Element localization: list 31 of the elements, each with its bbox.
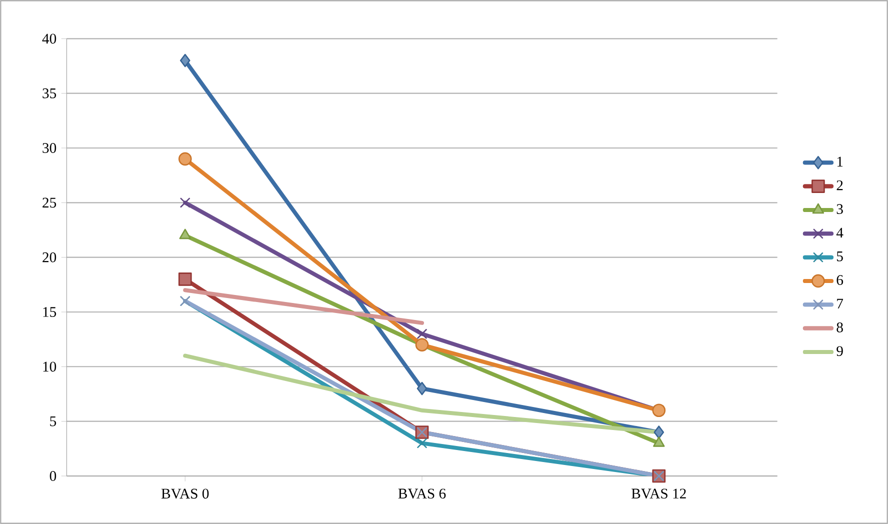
y-tick-label: 20 bbox=[42, 252, 56, 262]
y-tick-label: 10 bbox=[43, 362, 56, 372]
y-tick-label: 35 bbox=[42, 88, 56, 98]
point bbox=[180, 54, 190, 68]
x-tick-label: BVAS 6 bbox=[398, 488, 446, 499]
legend-label: 8 bbox=[836, 322, 843, 332]
legend-label: 4 bbox=[836, 228, 844, 238]
point bbox=[653, 436, 665, 447]
point bbox=[654, 426, 664, 439]
point bbox=[416, 382, 428, 396]
y-tick-label: 0 bbox=[50, 471, 56, 481]
y-tick-label: 25 bbox=[42, 198, 56, 208]
legend-label: 9 bbox=[836, 346, 843, 356]
point bbox=[179, 228, 191, 240]
point bbox=[178, 272, 192, 286]
y-tick-label: 15 bbox=[43, 307, 56, 317]
x-tick-label: BVAS 12 bbox=[632, 488, 686, 499]
y-tick-label: 5 bbox=[50, 416, 56, 426]
legend-label: 1 bbox=[837, 156, 843, 166]
y-tick-label: 40 bbox=[42, 34, 56, 44]
point bbox=[417, 328, 427, 339]
x-tick-label: BVAS 0 bbox=[161, 488, 209, 499]
legend-label: 2 bbox=[836, 180, 843, 190]
legend-label: 7 bbox=[837, 298, 844, 308]
legend-label: 3 bbox=[836, 204, 843, 214]
legend-label: 6 bbox=[836, 275, 844, 285]
point bbox=[178, 152, 192, 166]
y-tick-label: 30 bbox=[42, 143, 56, 153]
point bbox=[180, 198, 190, 208]
point bbox=[417, 438, 427, 448]
legend-label: 5 bbox=[836, 252, 843, 262]
